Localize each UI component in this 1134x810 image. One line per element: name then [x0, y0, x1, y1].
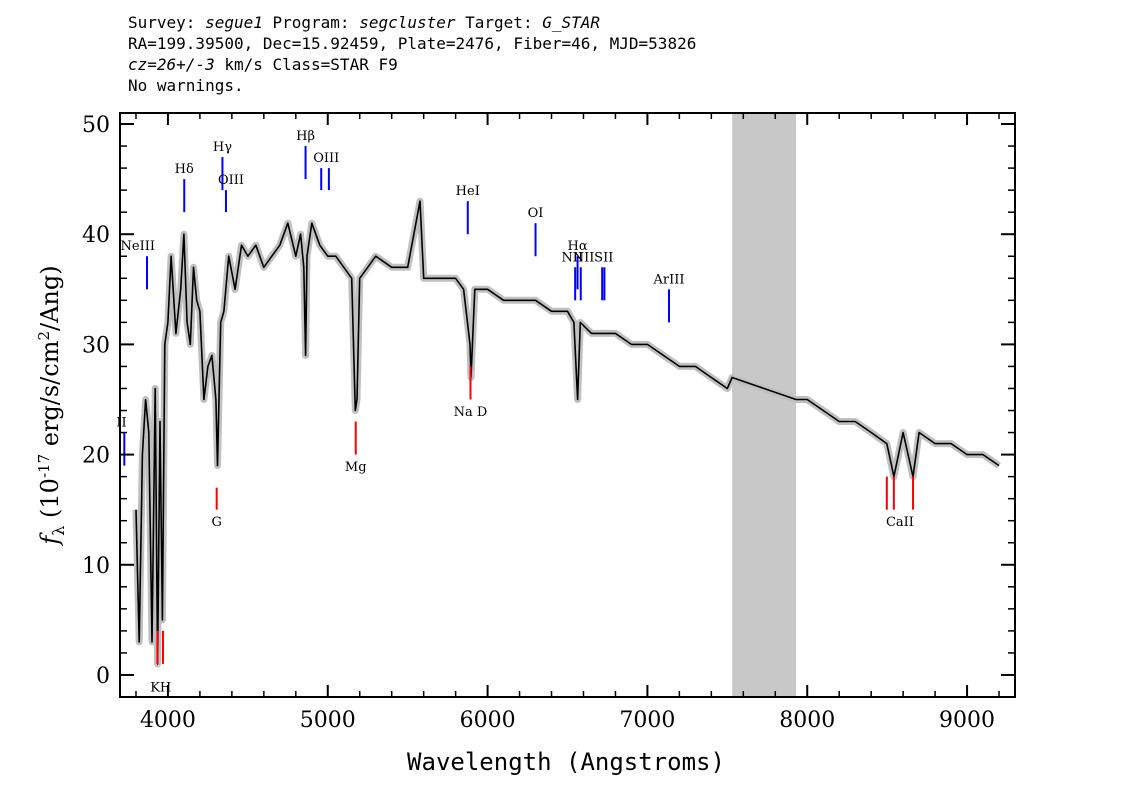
error-band-layer: [132, 197, 1001, 668]
absorption-label-KH: KH: [150, 680, 171, 695]
y-tick-label: 10: [82, 554, 110, 579]
emission-label-SII: SII: [594, 250, 613, 265]
spectrum-layer: [135, 200, 1000, 665]
emission-label-Hd: Hδ: [175, 162, 194, 177]
x-tick-label: 4000: [140, 708, 196, 733]
emission-label-OI: OI: [528, 206, 544, 221]
masked-region-layer: [732, 113, 797, 697]
x-tick-label: 6000: [460, 708, 516, 733]
survey-label: Survey:: [128, 13, 206, 32]
y-label-exp2: 2: [35, 331, 53, 341]
y-tick-label: 40: [82, 223, 110, 248]
emission-label-Hb: Hβ: [296, 129, 315, 144]
plot-frame: [119, 112, 1016, 698]
survey-value: segue1: [205, 13, 263, 32]
x-axis-label: Wavelength (Angstroms): [407, 748, 725, 776]
x-tick-label: 7000: [619, 708, 675, 733]
absorption-label-CaII: CaII: [886, 515, 914, 530]
absorption-label-Mg: Mg: [345, 460, 367, 475]
header-line-2: RA=199.39500, Dec=15.92459, Plate=2476, …: [128, 34, 697, 53]
masked-wavelength-region: [732, 113, 797, 697]
class-text: km/s Class=STAR F9: [214, 55, 398, 74]
y-label-sub: λ: [49, 526, 68, 536]
axis-ticks-layer: 4000 5000 6000 7000 8000 9000 0 10 20 30 40 50: [82, 113, 1015, 733]
program-value: segcluster: [359, 13, 456, 32]
emission-label-OII: II: [116, 416, 126, 431]
y-label-mid: erg/s/cm: [36, 340, 64, 454]
error-band: [132, 197, 1001, 668]
absorption-label-G: G: [211, 515, 221, 530]
y-label-exp: -17: [35, 454, 53, 478]
emission-label-Hg: Hγ: [213, 140, 232, 155]
emission-label-OIII_b: OIII: [313, 151, 339, 166]
header-line-4: No warnings.: [128, 76, 244, 95]
header-line-1: Survey: segue1 Program: segcluster Targe…: [128, 12, 696, 33]
emission-label-Ha: Hα: [568, 239, 588, 254]
emission-label-NeIII: NeIII: [121, 239, 155, 254]
y-tick-label: 0: [96, 664, 110, 689]
y-axis-label: fλ (10-17 erg/s/cm2/Ang): [35, 265, 68, 546]
x-tick-label: 5000: [300, 708, 356, 733]
redshift-value: cz=26+/-3: [128, 55, 215, 74]
emission-label-OIII_a: OIII: [218, 173, 244, 188]
y-label-pre: (10: [36, 478, 64, 526]
header-line-3: cz=26+/-3 km/s Class=STAR F9: [128, 54, 696, 75]
emission-label-HeI: HeI: [456, 184, 480, 199]
x-tick-label: 9000: [939, 708, 995, 733]
y-tick-label: 50: [82, 113, 110, 138]
program-label: Program:: [262, 13, 360, 32]
spectrum-line: [135, 200, 1000, 665]
target-value: G_STAR: [542, 13, 601, 32]
target-label: Target:: [455, 13, 543, 32]
y-tick-label: 30: [82, 333, 110, 358]
emission-label-NII_b: NII: [573, 250, 595, 265]
x-tick-label: 8000: [779, 708, 835, 733]
absorption-label-NaD: Na D: [454, 405, 488, 420]
emission-label-ArIII: ArIII: [652, 272, 684, 287]
spectrum-header: Survey: segue1 Program: segcluster Targe…: [128, 12, 696, 96]
y-tick-label: 20: [82, 444, 110, 469]
y-label-post: /Ang): [36, 265, 64, 331]
